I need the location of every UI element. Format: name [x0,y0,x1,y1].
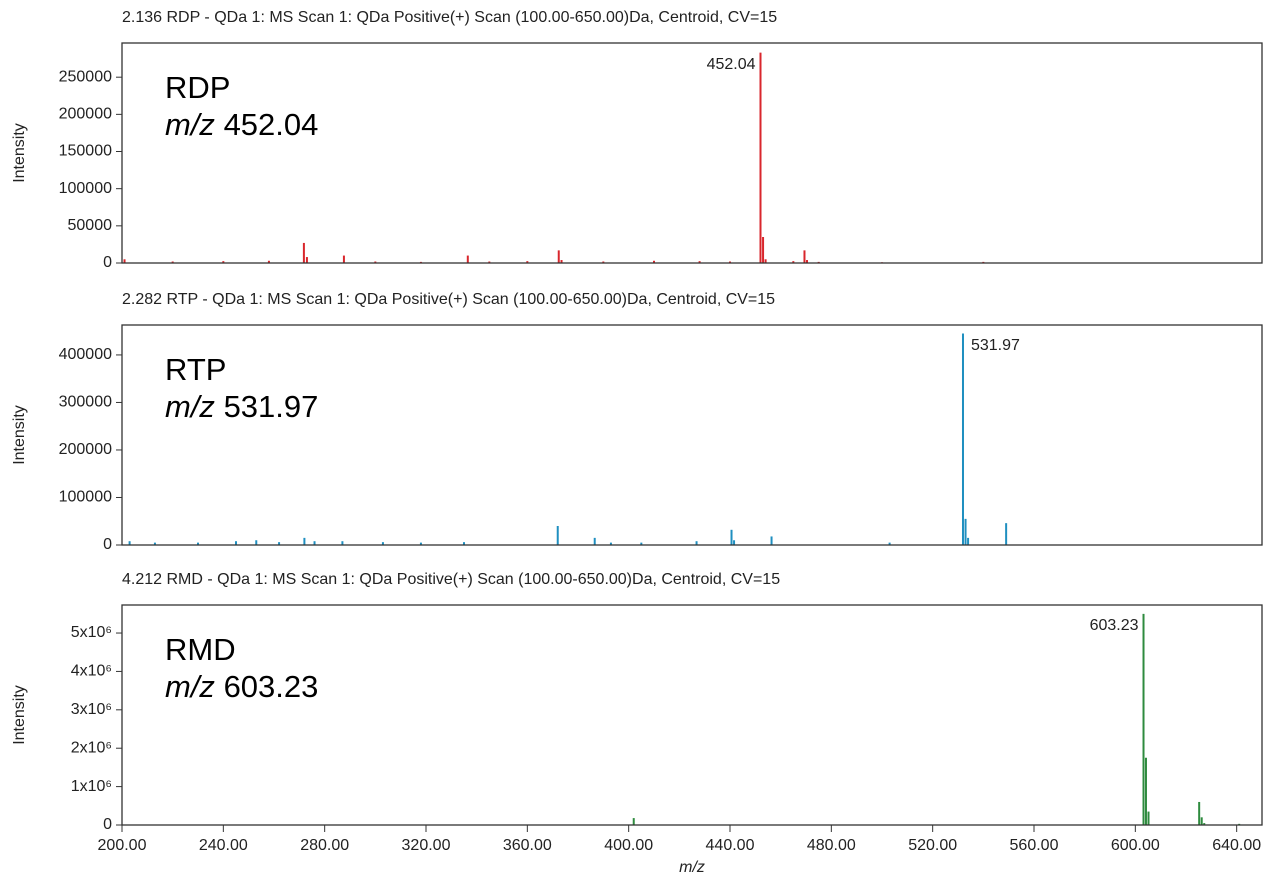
plot-frame [121,324,1263,546]
panel-title: 2.136 RDP - QDa 1: MS Scan 1: QDa Positi… [122,9,777,26]
x-tick-label: 360.00 [503,837,552,854]
plot-frame [121,42,1263,264]
y-tick-label: 3x10⁶ [71,701,112,718]
mz-label: m/z 603.23 [165,669,318,704]
x-tick-label: 600.00 [1111,837,1160,854]
mz-value: 452.04 [224,107,319,142]
y-tick-label: 0 [103,254,112,271]
y-axis-label: Intensity [11,685,28,745]
x-tick-label: 560.00 [1010,837,1059,854]
x-tick-label: 280.00 [300,837,349,854]
plot-frame [121,604,1263,826]
compound-label: RDP [165,70,230,105]
panel-title: 4.212 RMD - QDa 1: MS Scan 1: QDa Positi… [122,571,780,588]
x-tick-label: 640.00 [1212,837,1261,854]
mz-unit: m/z [165,669,215,704]
peak-label: 452.04 [707,56,756,73]
y-tick-label: 4x10⁶ [71,663,112,680]
mz-label: m/z 531.97 [165,389,318,424]
y-tick-label: 200000 [59,441,112,458]
mz-unit: m/z [165,107,215,142]
y-tick-label: 200000 [59,106,112,123]
mz-label: m/z 452.04 [165,107,318,142]
y-tick-label: 0 [103,816,112,833]
x-tick-label: 520.00 [908,837,957,854]
y-tick-label: 150000 [59,143,112,160]
y-axis-label: Intensity [11,123,28,183]
x-tick-label: 200.00 [98,837,147,854]
x-tick-label: 320.00 [402,837,451,854]
mz-value: 603.23 [224,669,319,704]
mz-unit: m/z [165,389,215,424]
spectrum-panel: 2.136 RDP - QDa 1: MS Scan 1: QDa Positi… [11,9,1263,271]
peak-label: 531.97 [971,337,1020,354]
x-tick-label: 400.00 [604,837,653,854]
x-tick-label: 440.00 [706,837,755,854]
y-tick-label: 0 [103,536,112,553]
x-axis-label: m/z [679,859,705,876]
y-tick-label: 300000 [59,394,112,411]
y-tick-label: 2x10⁶ [71,739,112,756]
peak-label: 603.23 [1090,617,1139,634]
compound-label: RMD [165,632,236,667]
y-tick-label: 100000 [59,489,112,506]
y-axis-label: Intensity [11,405,28,465]
x-tick-label: 480.00 [807,837,856,854]
mz-value: 531.97 [224,389,319,424]
y-tick-label: 400000 [59,346,112,363]
y-tick-label: 250000 [59,68,112,85]
y-tick-label: 100000 [59,180,112,197]
x-tick-label: 240.00 [199,837,248,854]
spectrum-panel: 4.212 RMD - QDa 1: MS Scan 1: QDa Positi… [11,571,1263,876]
spectrum-panel: 2.282 RTP - QDa 1: MS Scan 1: QDa Positi… [11,291,1263,553]
y-tick-label: 50000 [68,217,113,234]
compound-label: RTP [165,352,226,387]
y-tick-label: 5x10⁶ [71,624,112,641]
panel-title: 2.282 RTP - QDa 1: MS Scan 1: QDa Positi… [122,291,775,308]
y-tick-label: 1x10⁶ [71,778,112,795]
